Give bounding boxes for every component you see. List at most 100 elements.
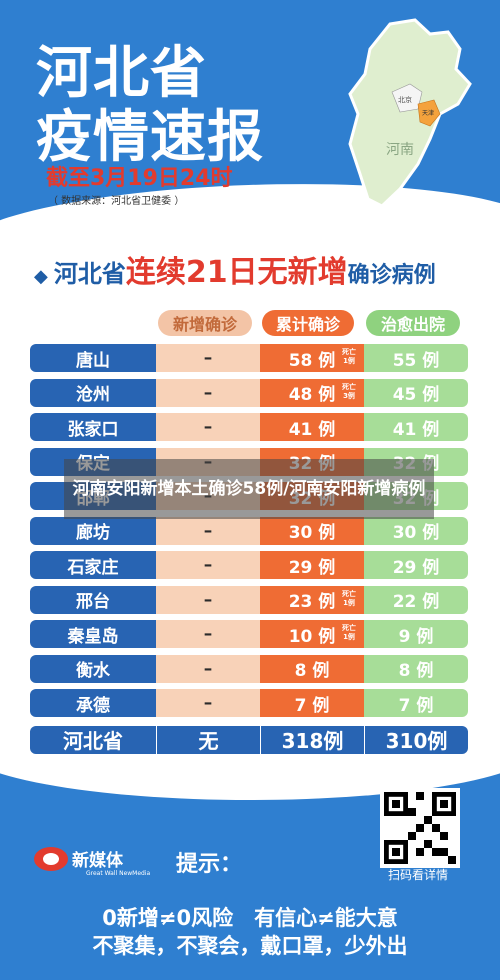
new-cases-cell: – [156,585,260,614]
cured-cell-text: 30 例 [392,523,440,543]
total-cases-cell: 8 例 [260,654,364,683]
total-cases-cell: 29 例 [260,551,364,579]
total-cases-cell-text: 23 例 [288,592,336,612]
city-cell: 唐山 [30,344,156,372]
new-cases-cell-text: – [203,520,213,541]
table-row: 石家庄 – 29 例 29 例 [30,551,468,579]
city-cell: 承德 [30,689,156,717]
table-row: 衡水 – 8 例 8 例 [30,654,468,683]
tips-label: 提示： [176,852,243,877]
total-total-cell: 318例 [260,725,364,754]
slogan-line1: 0新增≠0风险 有信心≠能大意 [102,906,398,930]
map-label-henan: 河南 [386,142,414,158]
title-line2: 疫情速报 [36,105,264,170]
qr-pattern [384,792,456,864]
total-cases-cell-text: 48 例 [288,385,336,405]
total-new-cell-text: 无 [198,729,219,753]
city-cell-text: 秦皇岛 [67,626,119,647]
diamond-icon: ◆ [34,266,48,287]
table-row: 唐山 – 58 例死亡 1例 55 例 [30,344,468,372]
city-cell-text: 衡水 [76,661,110,681]
data-source: （ 数据来源：河北省卫健委 ） [48,196,185,207]
cured-cell: 45 例 [364,378,468,407]
map-label-tianjin: 天津 [422,110,434,117]
logo: 新媒体 [34,846,123,871]
city-cell: 衡水 [30,654,156,683]
cured-cell-text: 41 例 [392,419,440,440]
city-cell: 廊坊 [30,516,156,545]
tianjin-shape [417,99,441,127]
total-city-cell-text: 河北省 [63,729,123,753]
total-cases-cell: 58 例死亡 1例 [260,344,364,372]
headline: ◆ 河北省 连续21日无新增 确诊病例 [34,247,436,291]
death-note: 死亡 1例 [342,348,356,365]
total-cases-cell-text: 58 例 [288,350,336,371]
headline-suffix: 确诊病例 [347,263,436,288]
map-label-beijing: 北京 [398,95,412,104]
cured-cell-text: 22 例 [392,592,440,612]
column-header-cured: 治愈出院 [366,310,460,336]
city-cell-text: 张家口 [67,419,119,440]
new-cases-cell: – [156,654,260,683]
new-cases-cell-text: – [203,348,213,368]
cured-cell: 30 例 [364,516,468,545]
logo-subtitle: Great Wall NewMedia [86,870,151,877]
new-cases-cell: – [156,344,260,372]
total-cases-cell: 41 例 [260,413,364,441]
death-note: 死亡 1例 [342,624,356,641]
new-cases-cell: – [156,620,260,648]
cured-cell-text: 55 例 [392,350,440,371]
new-cases-cell-text: – [203,658,213,679]
total-cured-cell-text: 310例 [385,729,448,753]
new-cases-cell-text: – [203,693,213,713]
total-cases-cell-text: 41 例 [288,419,336,440]
city-cell: 沧州 [30,378,156,407]
table-row: 沧州 – 48 例死亡 3例 45 例 [30,378,468,407]
city-cell-text: 石家庄 [67,557,119,578]
cured-cell: 41 例 [364,413,468,441]
table-row: 承德 – 7 例 7 例 [30,689,468,717]
logo-mark-icon [34,846,68,871]
cured-cell: 9 例 [364,620,468,648]
table-row: 邢台 – 23 例死亡 1例 22 例 [30,585,468,614]
city-cell-text: 廊坊 [76,523,110,543]
cured-cell: 7 例 [364,689,468,717]
cured-cell-text: 29 例 [392,557,440,578]
headline-highlight: 连续21日无新增 [125,255,348,290]
beijing-shape [391,83,423,113]
slogan-line2: 不聚集，不聚会，戴口罩，少外出 [92,934,408,958]
total-city-cell: 河北省 [30,725,156,754]
cured-cell-text: 45 例 [392,385,440,405]
new-cases-cell: – [156,378,260,407]
total-cases-cell-text: 10 例 [288,626,336,647]
total-cases-cell: 7 例 [260,689,364,717]
total-cases-cell-text: 7 例 [294,695,330,716]
report-date: 截至3月19日24时 [46,166,233,191]
column-header-new: 新增确诊 [158,310,252,336]
new-cases-cell: – [156,689,260,717]
table-row: 秦皇岛 – 10 例死亡 1例 9 例 [30,620,468,648]
table-row: 廊坊 – 30 例 30 例 [30,516,468,545]
new-cases-cell: – [156,516,260,545]
qr-label: 扫码看详情 [387,868,448,882]
new-cases-cell-text: – [203,624,213,644]
total-cured-cell: 310例 [364,725,468,754]
cured-cell-text: 7 例 [398,695,434,716]
new-cases-cell-text: – [203,589,213,610]
city-cell: 石家庄 [30,551,156,579]
hebei-map-icon: 北京 天津 河南 [348,18,472,208]
new-cases-cell-text: – [203,382,213,403]
city-cell-text: 邢台 [76,592,110,612]
total-total-cell-text: 318例 [281,729,344,753]
total-cases-cell: 23 例死亡 1例 [260,585,364,614]
overlay-caption: 河南安阳新增本土确诊58例/河南安阳新增病例 [64,459,434,519]
city-cell: 秦皇岛 [30,620,156,648]
total-cases-cell: 48 例死亡 3例 [260,378,364,407]
total-new-cell: 无 [156,725,260,754]
city-cell-text: 唐山 [76,350,110,371]
qr-code-icon[interactable] [380,788,460,868]
title-line1: 河北省 [36,41,207,106]
city-cell-text: 承德 [76,695,110,716]
cured-cell-text: 9 例 [398,626,434,647]
city-cell: 邢台 [30,585,156,614]
